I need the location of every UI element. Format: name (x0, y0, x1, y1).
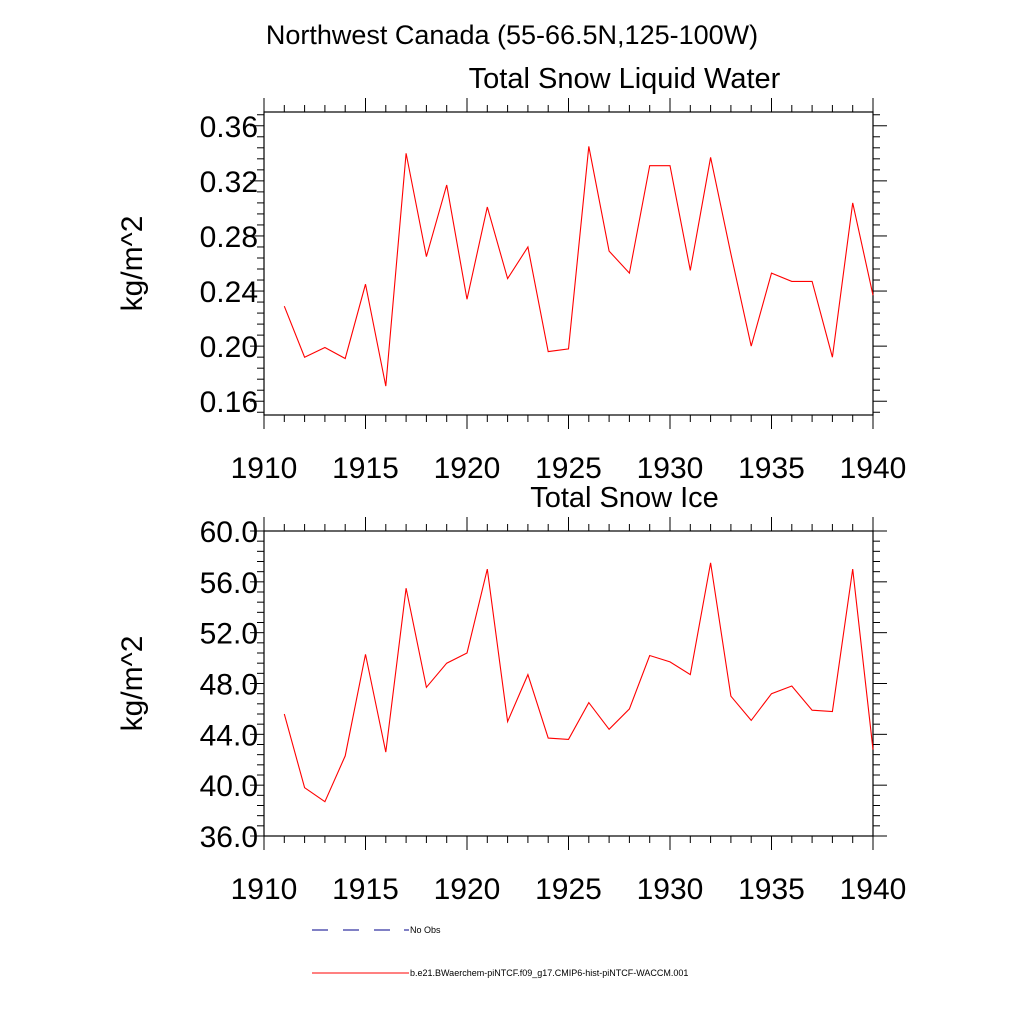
x-tick-label: 1915 (332, 873, 399, 906)
x-tick-label: 1920 (434, 452, 501, 485)
y-tick-label: 36.0 (200, 821, 258, 854)
x-tick-label: 1940 (840, 873, 907, 906)
y-axis-label: kg/m^2 (116, 216, 149, 312)
figure-suptitle: Northwest Canada (55-66.5N,125-100W) (266, 20, 758, 50)
x-tick-label: 1910 (231, 452, 298, 485)
x-tick-label: 1915 (332, 452, 399, 485)
y-tick-label: 40.0 (200, 770, 258, 803)
panel-title: Total Snow Ice (530, 482, 719, 514)
x-tick-label: 1935 (738, 452, 805, 485)
x-tick-label: 1940 (840, 452, 907, 485)
panel-title: Total Snow Liquid Water (469, 63, 781, 95)
series-line (283, 146, 874, 387)
plot-frame (263, 530, 874, 837)
y-tick-label: 0.32 (200, 166, 258, 199)
x-tick-label: 1910 (231, 873, 298, 906)
legend-label-model: b.e21.BWaerchem-piNTCF.f09_g17.CMIP6-his… (410, 968, 688, 978)
legend: No Obs b.e21.BWaerchem-piNTCF.f09_g17.CM… (312, 925, 688, 978)
y-tick-label: 0.24 (200, 276, 258, 309)
y-tick-label: 0.36 (200, 111, 258, 144)
panel-total-snow-liquid-water: Total Snow Liquid Water kg/m^2 1910 1915 192… (116, 63, 906, 485)
x-tick-label: 1930 (637, 873, 704, 906)
x-tick-label: 1930 (637, 452, 704, 485)
x-tick-label: 1935 (738, 873, 805, 906)
y-tick-label: 44.0 (200, 719, 258, 752)
y-tick-label: 52.0 (200, 618, 258, 651)
x-tick-label: 1925 (535, 873, 602, 906)
y-tick-label: 0.20 (200, 331, 258, 364)
y-tick-label: 48.0 (200, 669, 258, 702)
x-tick-label: 1925 (535, 452, 602, 485)
y-tick-label: 56.0 (200, 567, 258, 600)
series-line (283, 562, 874, 803)
y-tick-label: 0.16 (200, 386, 258, 419)
y-tick-label: 60.0 (200, 516, 258, 549)
y-tick-label: 0.28 (200, 221, 258, 254)
x-tick-label: 1920 (434, 873, 501, 906)
panel-total-snow-ice: Total Snow Ice kg/m^2 1910 1915 1920 1925 1930… (116, 482, 906, 906)
y-axis-label: kg/m^2 (116, 636, 149, 732)
plot-frame (263, 111, 874, 416)
legend-label-no-obs: No Obs (410, 925, 441, 935)
